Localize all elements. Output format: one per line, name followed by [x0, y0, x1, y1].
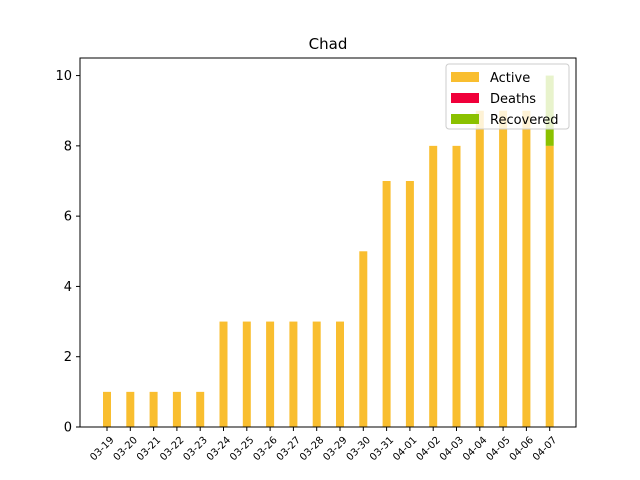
- y-tick-label-6: 6: [64, 210, 72, 225]
- bar-active-03-31: [382, 181, 391, 427]
- bar-active-04-06: [522, 110, 531, 428]
- bar-active-04-07: [545, 145, 554, 428]
- bar-active-04-02: [429, 145, 438, 428]
- bar-active-04-05: [499, 110, 508, 428]
- bar-active-04-04: [475, 110, 484, 428]
- bar-active-03-25: [242, 321, 251, 427]
- bar-active-03-24: [219, 321, 228, 427]
- bar-active-03-26: [266, 321, 275, 427]
- bar-active-03-27: [289, 321, 298, 427]
- bar-active-03-30: [359, 251, 368, 427]
- legend: Active Deaths Recovered: [445, 63, 570, 130]
- y-tick-label-10: 10: [55, 69, 72, 84]
- y-tick-label-0: 0: [64, 421, 72, 436]
- y-tick-label-8: 8: [64, 139, 72, 154]
- bar-active-03-19: [103, 391, 111, 427]
- legend-label-recovered: Recovered: [490, 113, 559, 128]
- axes-frame: [79, 57, 577, 428]
- legend-swatch-recovered: [451, 114, 479, 124]
- y-tick-label-2: 2: [64, 350, 72, 365]
- legend-swatch-deaths: [451, 93, 479, 103]
- bar-active-03-23: [196, 391, 205, 427]
- bar-active-03-20: [126, 391, 135, 427]
- bar-active-04-01: [405, 181, 414, 427]
- bar-active-03-28: [312, 321, 321, 427]
- y-tick-label-4: 4: [64, 280, 72, 295]
- legend-swatch-active: [451, 72, 479, 82]
- bar-active-03-29: [336, 321, 344, 427]
- bar-active-04-03: [452, 145, 461, 428]
- legend-label-active: Active: [490, 71, 530, 86]
- legend-label-deaths: Deaths: [490, 92, 536, 107]
- chart-title: Chad: [309, 35, 348, 53]
- bar-active-03-22: [172, 391, 181, 427]
- bar-active-03-21: [149, 391, 158, 427]
